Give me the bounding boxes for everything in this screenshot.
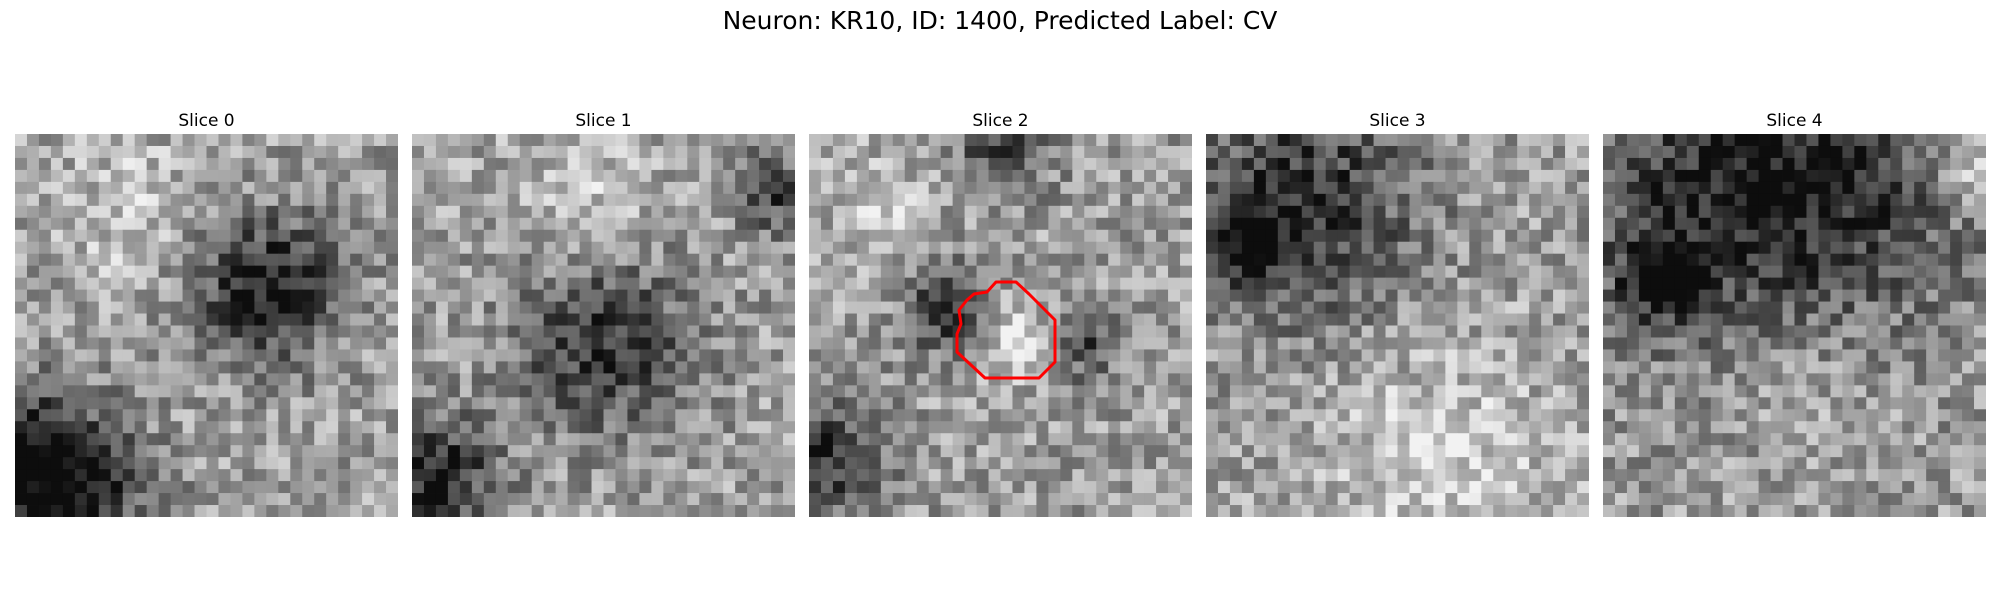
roi-contour	[955, 280, 1057, 380]
slice-title-3: Slice 3	[1369, 111, 1426, 131]
slice-title-1: Slice 1	[575, 111, 632, 131]
slice-title-4: Slice 4	[1766, 111, 1823, 131]
slice-title-0: Slice 0	[178, 111, 235, 131]
slice-image-0	[15, 134, 398, 517]
slice-panel-3: Slice 3	[1206, 108, 1589, 517]
slice-image-2	[809, 134, 1192, 517]
slice-panel-2: Slice 2	[809, 108, 1192, 517]
slice-title-2: Slice 2	[972, 111, 1029, 131]
slice-image-1	[412, 134, 795, 517]
figure-title: Neuron: KR10, ID: 1400, Predicted Label:…	[722, 6, 1278, 35]
slice-image-4	[1603, 134, 1986, 517]
slice-panel-1: Slice 1	[412, 108, 795, 517]
slice-image-3	[1206, 134, 1589, 517]
slice-panel-4: Slice 4	[1603, 108, 1986, 517]
slice-panel-0: Slice 0	[15, 108, 398, 517]
